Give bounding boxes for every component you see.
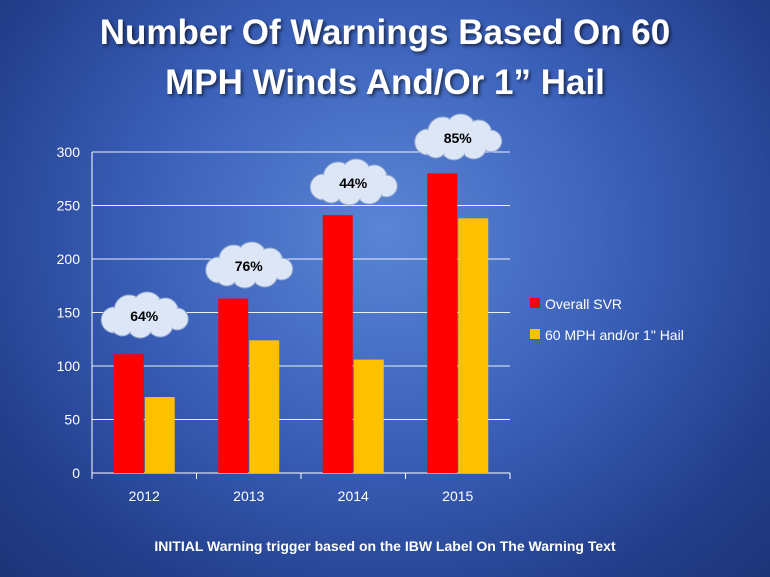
y-tick-label: 100 [57,358,81,374]
annotation-cloud: 64% [100,291,189,339]
bar-overall-svr-2015 [427,173,458,473]
cloud-fill [357,179,382,203]
cloud-fill [128,313,153,337]
cloud-fill [321,182,342,202]
cloud-fill [216,265,237,285]
annotation-clouds: 64% 76% 44% 85% [100,113,503,339]
cloud-fill [148,312,173,336]
chart-title: Number Of Warnings Based On 60 MPH Winds… [0,8,770,108]
cloud-fill [376,176,397,196]
cloud-fill [461,134,486,158]
cloud-fill [425,137,446,157]
cloud-fill [252,262,277,286]
bar-overall-svr-2014 [322,215,353,473]
legend-swatch [530,329,540,339]
cloud-fill [112,315,133,335]
cloud-fill [480,131,501,151]
annotation-percent: 76% [235,258,264,274]
y-tick-label: 250 [57,198,81,214]
cloud-fill [337,180,362,204]
annotation-cloud: 76% [205,241,294,289]
cloud-fill [271,259,292,279]
bar-hail-60mph-2014 [353,359,384,473]
x-tick-label: 2014 [338,488,369,504]
y-tick-label: 0 [72,465,80,481]
cloud-fill [232,263,257,287]
bar-hail-60mph-2013 [249,340,280,473]
legend-label: 60 MPH and/or 1" Hail [545,327,684,343]
x-tick-label: 2015 [442,488,473,504]
annotation-percent: 64% [130,308,159,324]
annotation-percent: 44% [339,175,368,191]
bar-hail-60mph-2012 [144,397,175,473]
legend-label: Overall SVR [545,296,622,312]
x-tick-label: 2012 [129,488,160,504]
annotation-cloud: 85% [414,113,503,161]
bars [113,173,489,473]
annotation-cloud: 44% [309,158,398,206]
bar-overall-svr-2013 [218,298,249,473]
annotation-percent: 85% [444,130,473,146]
chart-title-line-1: Number Of Warnings Based On 60 [99,13,671,52]
bar-hail-60mph-2015 [458,218,489,473]
cloud-fill [441,135,466,159]
footer-caption: INITIAL Warning trigger based on the IBW… [154,538,616,554]
legend: Overall SVR 60 MPH and/or 1" Hail [530,296,684,343]
y-tick-label: 50 [64,412,80,428]
y-tick-label: 150 [57,305,81,321]
chart-title-line-2: MPH Winds And/Or 1” Hail [165,63,605,102]
y-tick-label: 200 [57,251,81,267]
y-tick-label: 300 [57,144,81,160]
bar-overall-svr-2012 [113,354,144,473]
legend-swatch [530,298,540,308]
cloud-fill [167,309,188,329]
x-tick-label: 2013 [233,488,264,504]
